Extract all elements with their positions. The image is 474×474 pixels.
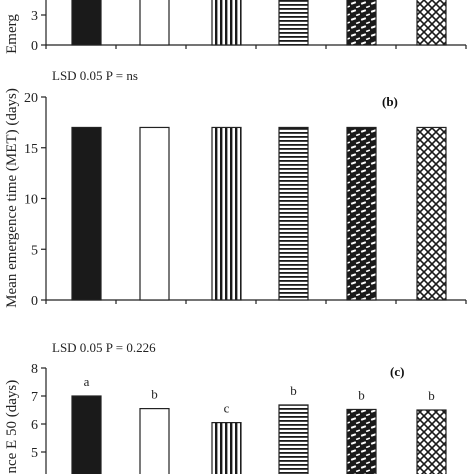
- y-tick-label: 15: [24, 142, 38, 157]
- panel-a: Emerg 0 3: [4, 0, 467, 54]
- panel-a-ylabel: Emerg: [4, 14, 20, 54]
- bar: [71, 126, 102, 301]
- y-tick-label: 10: [24, 193, 38, 208]
- y-tick-label: 5: [31, 446, 38, 461]
- bar: [278, 404, 309, 474]
- panel-c-label: (c): [390, 364, 404, 379]
- y-tick-label: 5: [31, 243, 38, 258]
- data-label: a: [84, 374, 90, 389]
- data-label: b: [428, 388, 435, 403]
- y-tick-label: 0: [31, 39, 38, 54]
- bar: [71, 0, 102, 46]
- bar: [416, 126, 447, 301]
- bar: [278, 0, 309, 46]
- bar: [416, 0, 447, 46]
- bar: [346, 0, 377, 46]
- panel-c-ylabel: ence E 50 (days): [4, 380, 20, 474]
- bar: [139, 0, 170, 46]
- data-label: c: [224, 401, 230, 416]
- y-tick-label: 0: [31, 294, 38, 309]
- bar: [211, 0, 242, 46]
- panel-c-annotation: LSD 0.05 P = 0.226: [52, 340, 156, 355]
- y-tick-label: 20: [24, 91, 38, 106]
- panel-b: LSD 0.05 P = ns (b) Mean emergence time …: [4, 68, 467, 309]
- bar: [278, 126, 309, 301]
- y-tick-label: 3: [31, 9, 38, 24]
- bar: [139, 126, 170, 301]
- y-tick-label: 7: [31, 390, 38, 405]
- bar: [211, 422, 242, 474]
- data-label: b: [151, 387, 158, 402]
- y-tick-label: 8: [31, 362, 38, 377]
- y-tick-label: 6: [31, 418, 38, 433]
- panel-c: LSD 0.05 P = 0.226 (c) ence E 50 (days) …: [4, 340, 447, 474]
- data-label: b: [358, 387, 365, 402]
- data-label: b: [290, 383, 297, 398]
- bar: [416, 409, 447, 474]
- panel-b-ylabel: Mean emergence time (MET) (days): [4, 88, 20, 308]
- bar: [71, 395, 102, 474]
- bar: [211, 126, 242, 301]
- bar: [139, 408, 170, 474]
- panel-b-label: (b): [382, 94, 398, 109]
- bar: [346, 408, 377, 474]
- panel-b-annotation: LSD 0.05 P = ns: [52, 68, 138, 83]
- bar: [346, 126, 377, 301]
